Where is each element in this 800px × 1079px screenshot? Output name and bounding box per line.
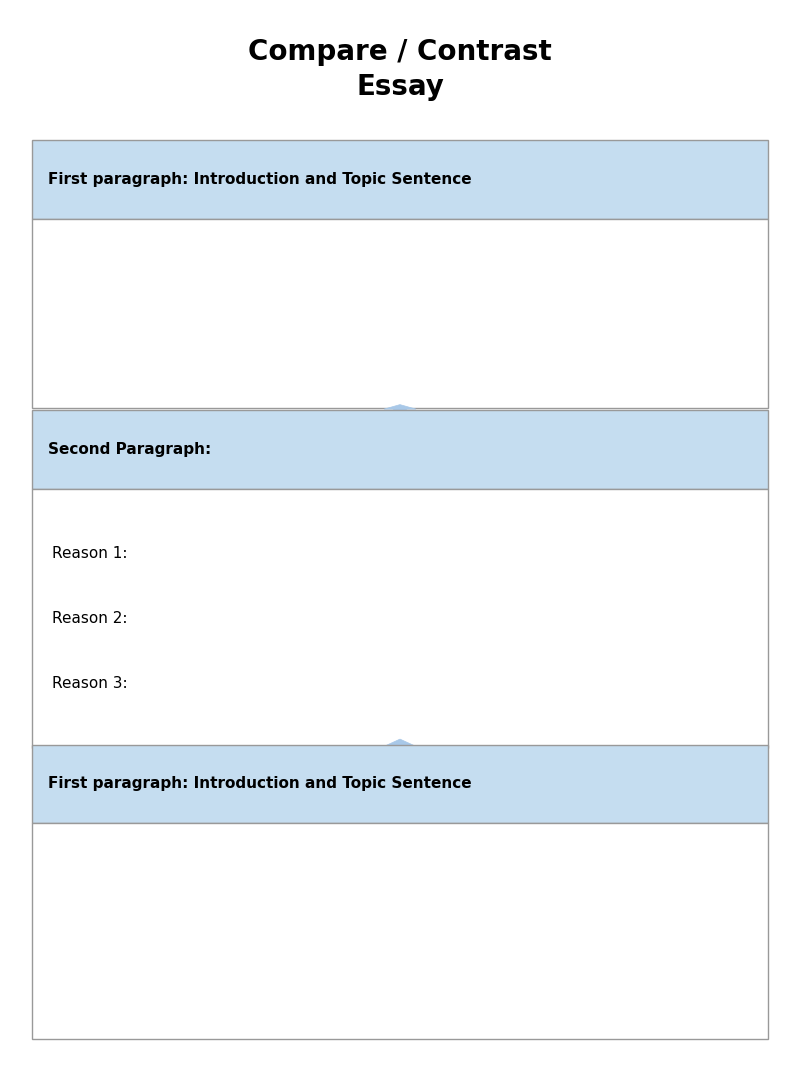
Bar (32, 489, 768, 748)
Text: Reason 3:: Reason 3: (52, 675, 128, 691)
Text: Second Paragraph:: Second Paragraph: (48, 442, 211, 456)
Polygon shape (384, 405, 416, 413)
Bar (32, 219, 768, 408)
Text: Reason 1:: Reason 1: (52, 546, 127, 561)
Bar (32, 140, 768, 219)
Bar (32, 823, 768, 1039)
Text: Compare / Contrast
Essay: Compare / Contrast Essay (248, 38, 552, 101)
Text: First paragraph: Introduction and Topic Sentence: First paragraph: Introduction and Topic … (48, 173, 472, 187)
Bar (32, 410, 768, 489)
Text: First paragraph: Introduction and Topic Sentence: First paragraph: Introduction and Topic … (48, 777, 472, 791)
Bar (32, 745, 768, 823)
Polygon shape (384, 739, 416, 753)
Text: Reason 2:: Reason 2: (52, 611, 127, 626)
